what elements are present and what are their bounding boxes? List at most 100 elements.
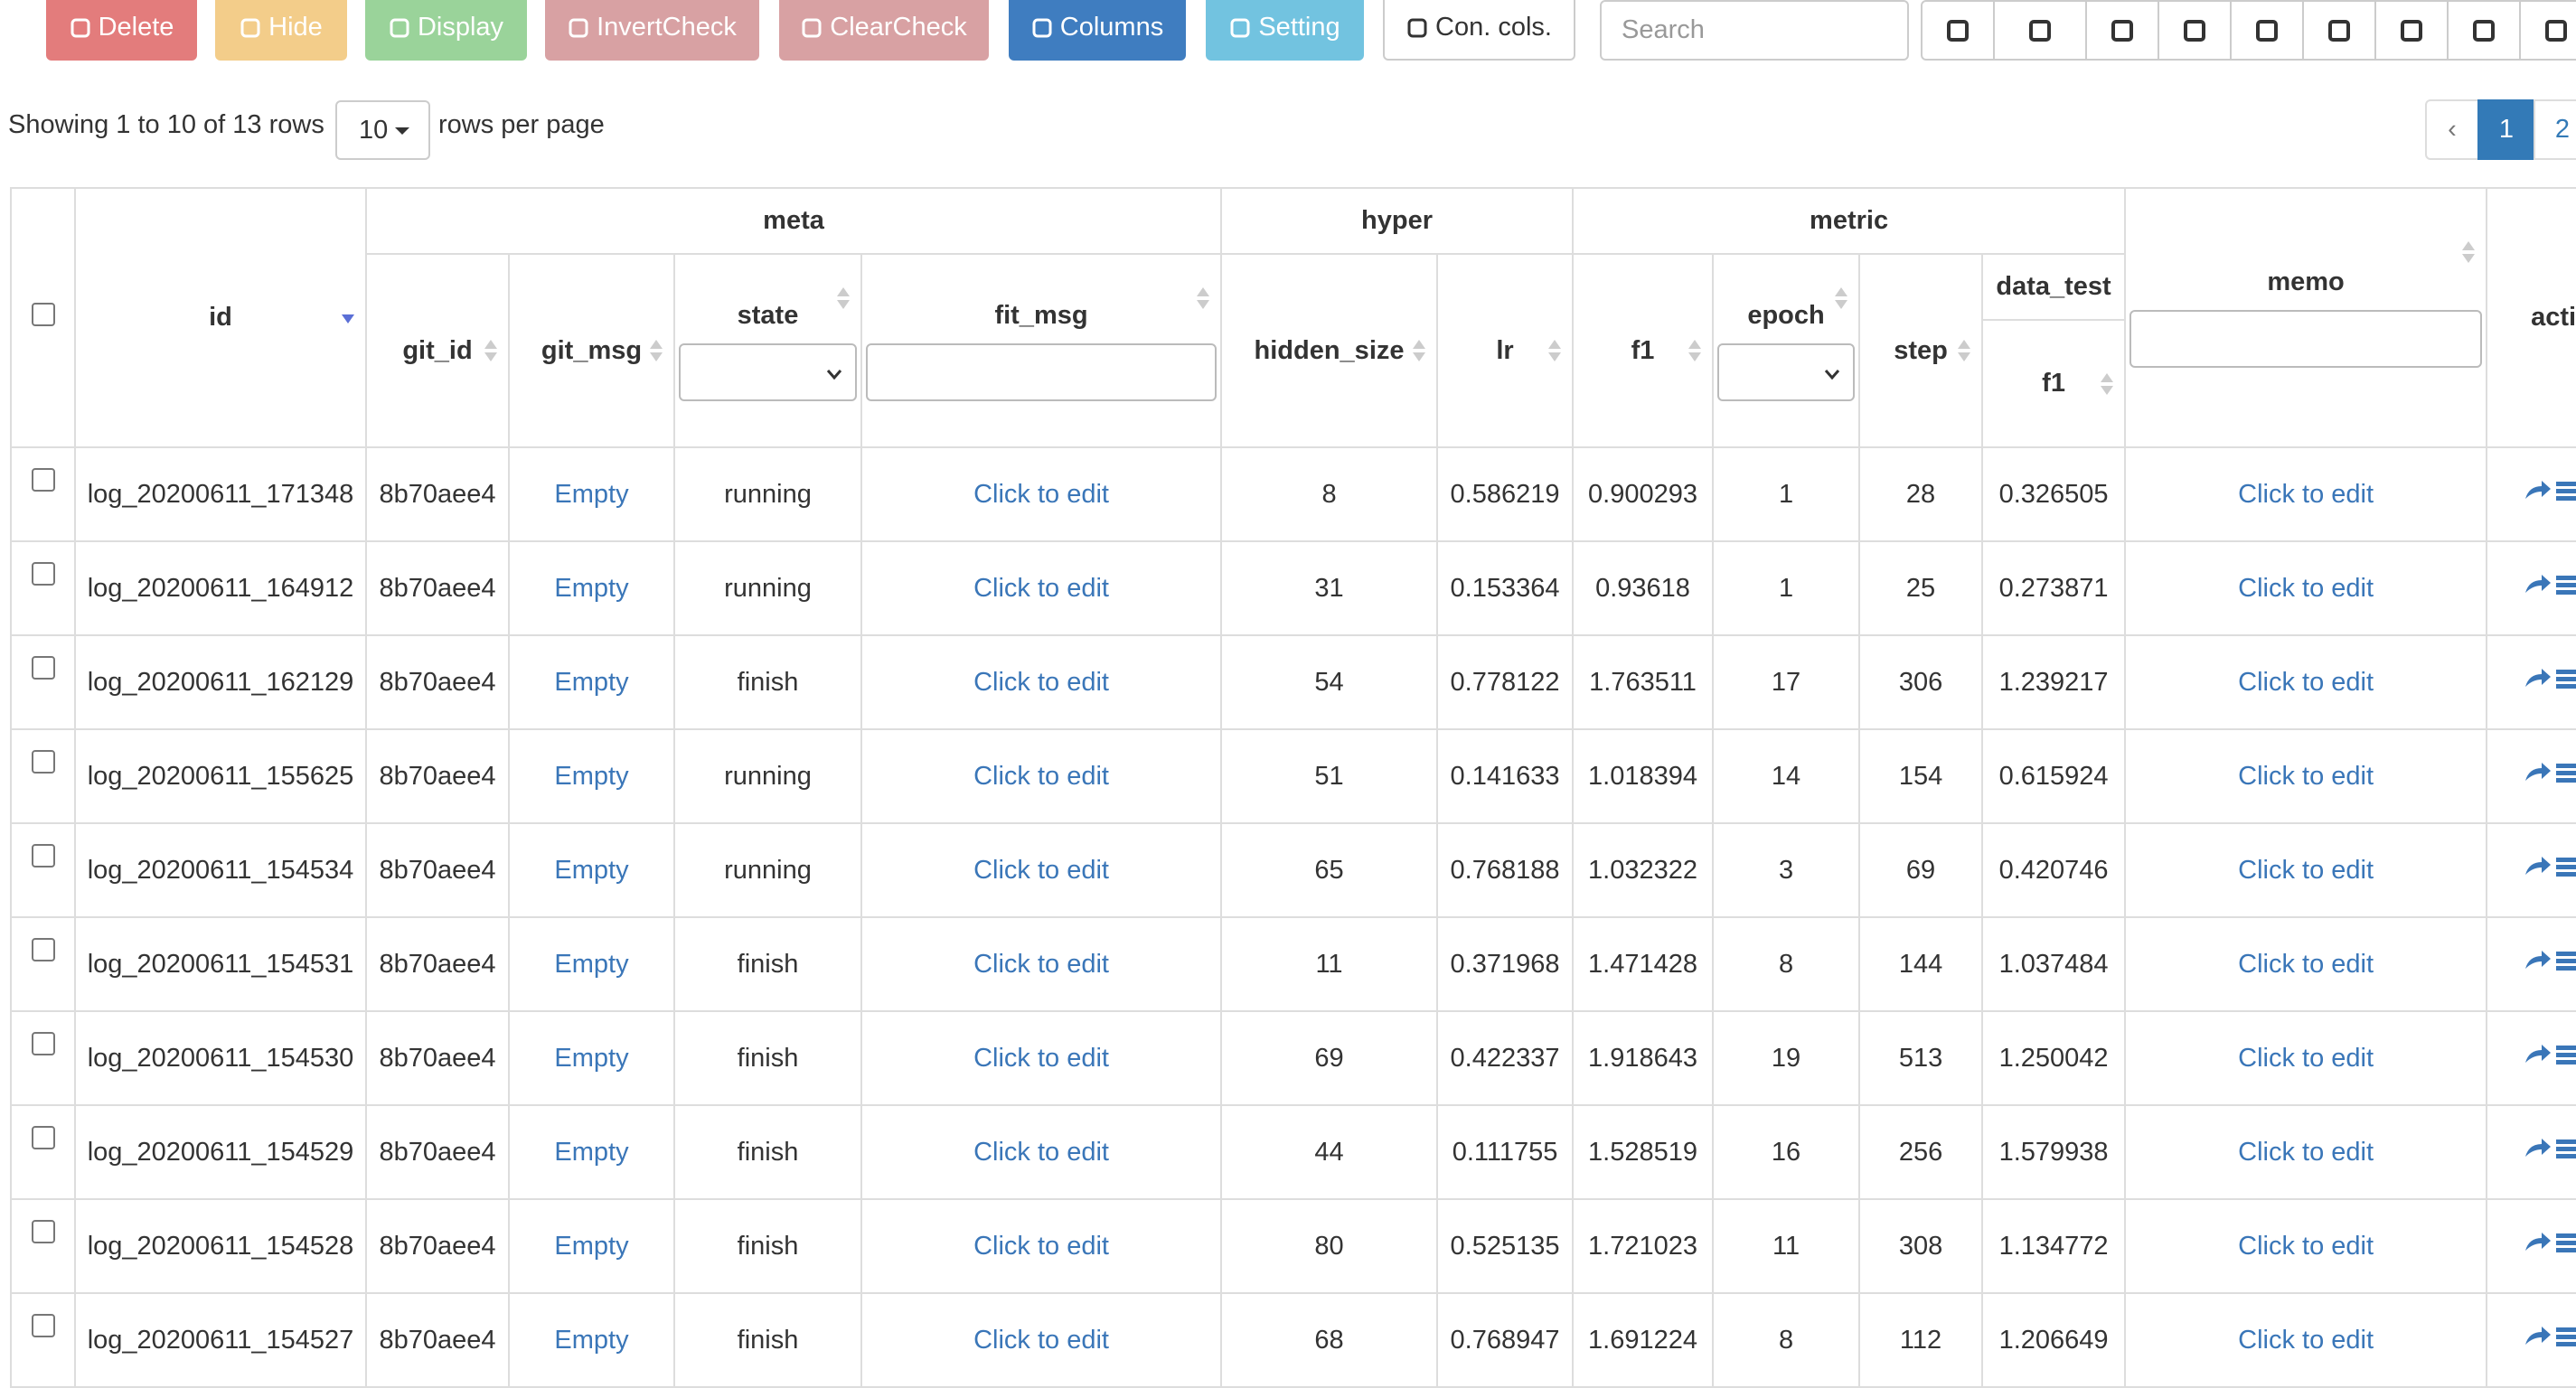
edit-link[interactable]: Empty <box>508 916 675 1012</box>
header-cell[interactable]: memo <box>2124 187 2488 448</box>
row-checkbox[interactable] <box>10 1104 76 1200</box>
header-cell[interactable]: epoch <box>1712 253 1861 448</box>
action-icons[interactable] <box>2524 477 2576 504</box>
action-icons[interactable] <box>2524 1041 2576 1068</box>
header-cell[interactable]: state <box>673 253 862 448</box>
edit-link[interactable]: Empty <box>508 1104 675 1200</box>
page-link[interactable]: 1 <box>2477 99 2535 160</box>
edit-link[interactable]: Click to edit <box>860 728 1223 824</box>
toolbar-button[interactable]: Columns <box>1009 0 1186 61</box>
action-icons[interactable] <box>2524 665 2576 692</box>
edit-link[interactable]: Click to edit <box>860 1010 1223 1106</box>
row-checkbox[interactable] <box>10 540 76 636</box>
icon-button[interactable] <box>1995 2 2087 59</box>
edit-link[interactable]: Click to edit <box>860 634 1223 730</box>
toolbar-button[interactable]: Display <box>365 0 527 61</box>
toolbar-button[interactable]: Hide <box>215 0 347 61</box>
action-icons[interactable] <box>2524 1229 2576 1256</box>
header-cell[interactable]: data_test <box>1981 253 2127 321</box>
page-link[interactable]: 2 <box>2534 99 2576 160</box>
prev-page[interactable]: ‹ <box>2425 99 2479 160</box>
checkbox[interactable] <box>31 844 55 868</box>
checkbox[interactable] <box>31 656 55 680</box>
icon-button[interactable] <box>2232 2 2304 59</box>
page-size-select[interactable]: 10 <box>335 100 430 160</box>
edit-link[interactable]: Click to edit <box>860 1292 1223 1388</box>
checkbox[interactable] <box>31 562 55 586</box>
checkbox[interactable] <box>31 1032 55 1055</box>
row-checkbox[interactable] <box>10 728 76 824</box>
header-cell[interactable]: fit_msg <box>860 253 1223 448</box>
edit-link[interactable]: Empty <box>508 446 675 542</box>
edit-link[interactable]: Click to edit <box>2124 1198 2488 1294</box>
icon-button[interactable] <box>2449 2 2521 59</box>
checkbox[interactable] <box>31 750 55 774</box>
filter-input[interactable] <box>866 342 1217 401</box>
filter-input[interactable] <box>2129 310 2483 368</box>
row-checkbox[interactable] <box>10 634 76 730</box>
toolbar-button[interactable]: InvertCheck <box>545 0 759 61</box>
checkbox[interactable] <box>31 938 55 961</box>
icon-button[interactable] <box>2304 2 2376 59</box>
icon-button[interactable] <box>2159 2 2232 59</box>
edit-link[interactable]: Empty <box>508 1292 675 1388</box>
checkbox[interactable] <box>31 1220 55 1243</box>
edit-link[interactable]: Click to edit <box>2124 1104 2488 1200</box>
edit-link[interactable]: Click to edit <box>2124 540 2488 636</box>
edit-link[interactable]: Click to edit <box>2124 822 2488 918</box>
edit-link[interactable]: Click to edit <box>860 822 1223 918</box>
action-icons[interactable] <box>2524 853 2576 880</box>
edit-link[interactable]: Click to edit <box>2124 634 2488 730</box>
filter-select[interactable] <box>679 342 857 401</box>
row-checkbox[interactable] <box>10 822 76 918</box>
row-checkbox[interactable] <box>10 916 76 1012</box>
row-checkbox[interactable] <box>10 446 76 542</box>
icon-button[interactable] <box>1923 2 1995 59</box>
checkbox[interactable] <box>31 1126 55 1149</box>
action-icons[interactable] <box>2524 1135 2576 1162</box>
checkbox[interactable] <box>31 468 55 492</box>
toolbar-button[interactable]: ClearCheck <box>779 0 989 61</box>
search-input[interactable]: Search <box>1600 0 1909 61</box>
edit-link[interactable]: Empty <box>508 1010 675 1106</box>
action-icons[interactable] <box>2524 1323 2576 1350</box>
header-cell[interactable]: hidden_size <box>1220 253 1439 448</box>
edit-link[interactable]: Click to edit <box>860 1198 1223 1294</box>
edit-link[interactable]: Empty <box>508 1198 675 1294</box>
checkbox[interactable] <box>31 1314 55 1337</box>
toolbar-button[interactable]: Con. cols. <box>1383 0 1575 61</box>
row-checkbox[interactable] <box>10 1198 76 1294</box>
toolbar-button[interactable]: Delete <box>46 0 197 61</box>
header-cell[interactable]: git_id <box>365 253 510 448</box>
edit-link[interactable]: Click to edit <box>860 1104 1223 1200</box>
edit-link[interactable]: Click to edit <box>860 446 1223 542</box>
toolbar-button[interactable]: Setting <box>1206 0 1364 61</box>
edit-link[interactable]: Click to edit <box>2124 1010 2488 1106</box>
icon-button[interactable] <box>2376 2 2449 59</box>
edit-link[interactable]: Click to edit <box>2124 916 2488 1012</box>
header-cell[interactable]: git_msg <box>508 253 675 448</box>
header-checkbox[interactable] <box>10 187 76 448</box>
edit-link[interactable]: Empty <box>508 822 675 918</box>
header-cell[interactable]: f1 <box>1981 319 2127 448</box>
edit-link[interactable]: Click to edit <box>2124 446 2488 542</box>
filter-select[interactable] <box>1717 342 1856 401</box>
header-cell[interactable]: f1 <box>1572 253 1715 448</box>
action-icons[interactable] <box>2524 947 2576 974</box>
row-checkbox[interactable] <box>10 1010 76 1106</box>
edit-link[interactable]: Empty <box>508 634 675 730</box>
edit-link[interactable]: Click to edit <box>2124 1292 2488 1388</box>
header-cell[interactable]: id <box>74 187 367 448</box>
edit-link[interactable]: Empty <box>508 540 675 636</box>
edit-link[interactable]: Click to edit <box>2124 728 2488 824</box>
action-icons[interactable] <box>2524 571 2576 598</box>
row-checkbox[interactable] <box>10 1292 76 1388</box>
action-icons[interactable] <box>2524 759 2576 786</box>
header-cell[interactable]: step <box>1858 253 1984 448</box>
edit-link[interactable]: Empty <box>508 728 675 824</box>
edit-link[interactable]: Click to edit <box>860 540 1223 636</box>
icon-button[interactable] <box>2087 2 2159 59</box>
edit-link[interactable]: Click to edit <box>860 916 1223 1012</box>
header-cell[interactable]: lr <box>1436 253 1575 448</box>
icon-button[interactable] <box>2521 2 2576 59</box>
